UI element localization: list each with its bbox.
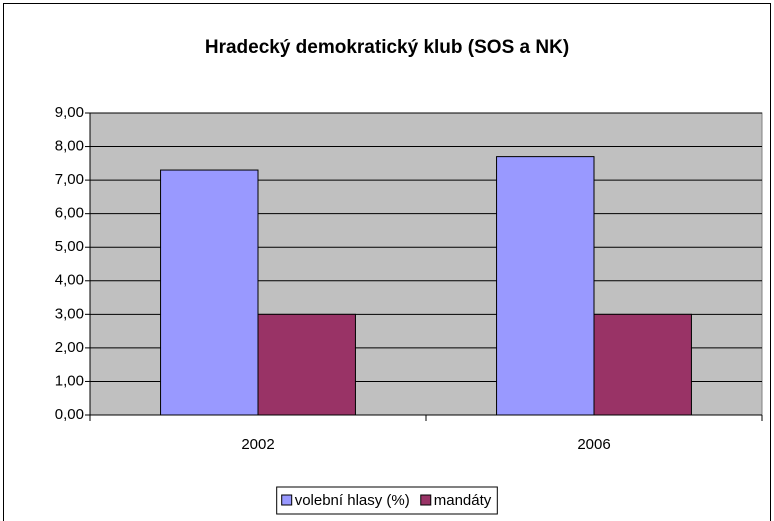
legend-swatch — [281, 494, 293, 506]
y-tick-label: 3,00 — [55, 305, 84, 322]
legend-label: volební hlasy (%) — [295, 492, 410, 509]
bar — [257, 313, 356, 416]
y-tick-label: 4,00 — [55, 272, 84, 289]
legend-label: mandáty — [434, 492, 492, 509]
y-tick-label: 0,00 — [55, 406, 84, 423]
bar — [160, 169, 259, 416]
y-tick-label: 1,00 — [55, 372, 84, 389]
y-tick-label: 7,00 — [55, 171, 84, 188]
y-tick-label: 9,00 — [55, 104, 84, 121]
legend-box — [276, 486, 498, 515]
x-tick-label: 2002 — [241, 436, 274, 453]
y-tick-label: 8,00 — [55, 138, 84, 155]
chart-title: Hradecký demokratický klub (SOS a NK) — [205, 37, 569, 58]
bar — [496, 156, 595, 416]
bar — [593, 313, 692, 416]
x-tick-label: 2006 — [577, 436, 610, 453]
y-tick-label: 6,00 — [55, 205, 84, 222]
legend-swatch — [420, 494, 432, 506]
y-tick-label: 5,00 — [55, 238, 84, 255]
y-tick-label: 2,00 — [55, 339, 84, 356]
